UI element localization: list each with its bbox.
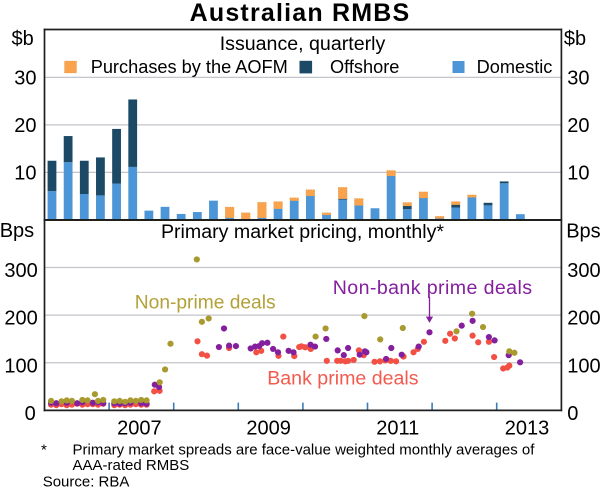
svg-text:300: 300 xyxy=(567,260,600,282)
svg-text:30: 30 xyxy=(567,68,589,90)
svg-text:Bps: Bps xyxy=(0,220,34,242)
svg-text:10: 10 xyxy=(567,163,589,185)
svg-text:2011: 2011 xyxy=(376,417,419,439)
svg-text:30: 30 xyxy=(14,68,36,90)
svg-text:20: 20 xyxy=(14,115,36,137)
svg-text:Non-prime deals: Non-prime deals xyxy=(135,292,276,313)
svg-text:300: 300 xyxy=(4,260,37,282)
svg-text:*: * xyxy=(41,441,47,458)
svg-text:Domestic: Domestic xyxy=(477,57,553,77)
svg-text:Primary market pricing, monthl: Primary market pricing, monthly* xyxy=(161,221,444,243)
svg-text:200: 200 xyxy=(4,308,37,330)
svg-text:Offshore: Offshore xyxy=(330,57,399,77)
svg-text:200: 200 xyxy=(567,308,600,330)
svg-text:Non-bank prime deals: Non-bank prime deals xyxy=(333,277,533,299)
svg-text:$b: $b xyxy=(12,28,34,50)
svg-text:2007: 2007 xyxy=(117,417,162,439)
svg-text:Source: RBA: Source: RBA xyxy=(43,474,130,491)
svg-text:Australian RMBS: Australian RMBS xyxy=(190,0,411,27)
svg-text:Bank prime deals: Bank prime deals xyxy=(267,368,419,390)
svg-text:$b: $b xyxy=(564,28,586,50)
svg-text:0: 0 xyxy=(25,403,36,425)
svg-text:2013: 2013 xyxy=(505,417,550,439)
svg-text:0: 0 xyxy=(567,403,578,425)
svg-text:20: 20 xyxy=(567,115,589,137)
svg-text:10: 10 xyxy=(14,163,36,185)
svg-text:Purchases by the AOFM: Purchases by the AOFM xyxy=(91,57,288,77)
svg-text:Bps: Bps xyxy=(566,221,600,243)
svg-text:Issuance, quarterly: Issuance, quarterly xyxy=(220,33,386,55)
svg-text:Primary market spreads are fac: Primary market spreads are face-value we… xyxy=(73,441,536,458)
svg-text:AAA-rated RMBS: AAA-rated RMBS xyxy=(73,457,190,474)
svg-text:100: 100 xyxy=(4,355,37,377)
svg-text:2009: 2009 xyxy=(246,417,291,439)
svg-text:100: 100 xyxy=(567,355,600,377)
